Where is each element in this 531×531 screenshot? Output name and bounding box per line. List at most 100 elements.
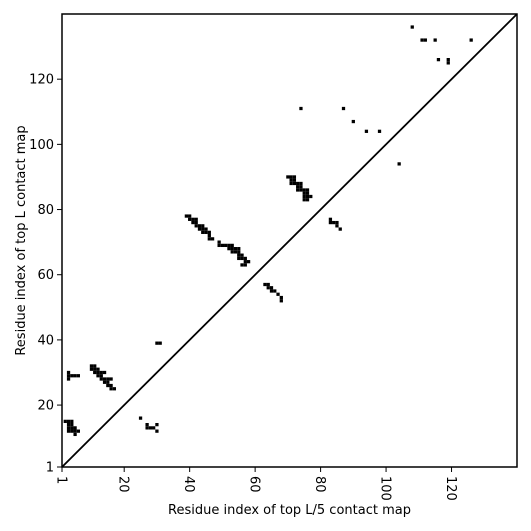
contact-cell xyxy=(66,370,71,375)
contact-cell xyxy=(243,260,247,264)
contact-cell xyxy=(89,367,94,371)
contact-cell xyxy=(201,230,205,234)
contact-cell xyxy=(217,243,221,248)
contact-cell xyxy=(292,178,297,182)
contact-cell xyxy=(269,286,274,290)
contact-cell xyxy=(138,416,143,420)
contact-cell xyxy=(210,237,215,241)
contact-cell xyxy=(302,191,306,195)
x-tick-label: 1 xyxy=(54,476,69,484)
contact-cell xyxy=(102,380,107,384)
contact-cell xyxy=(302,198,306,202)
y-tick-label: 20 xyxy=(37,399,54,414)
contact-cell xyxy=(102,370,107,375)
contact-cell xyxy=(364,129,369,133)
contacts-layer xyxy=(63,25,473,437)
contact-cell xyxy=(76,374,80,378)
contact-cell xyxy=(155,429,159,433)
contact-cell xyxy=(420,38,424,42)
contact-cell xyxy=(73,374,77,378)
contact-cell xyxy=(269,289,274,293)
contact-cell xyxy=(302,188,306,192)
contact-cell xyxy=(73,426,77,430)
contact-cell xyxy=(436,58,441,62)
contact-cell xyxy=(230,250,234,254)
contact-cell xyxy=(217,240,221,244)
contact-cell xyxy=(70,426,74,430)
contact-cell xyxy=(194,217,198,221)
contact-cell xyxy=(188,214,192,218)
contact-cell xyxy=(296,185,300,189)
contact-cell xyxy=(207,230,211,234)
contact-cell xyxy=(243,263,247,267)
contact-cell xyxy=(305,191,310,195)
plot-area xyxy=(61,13,518,468)
contact-cell xyxy=(89,364,94,368)
contact-cell xyxy=(155,423,159,427)
contact-cell xyxy=(70,423,74,427)
contact-cell xyxy=(237,253,241,257)
contact-cell xyxy=(158,341,162,345)
contact-cell xyxy=(263,282,267,287)
contact-cell xyxy=(289,175,293,179)
y-tick-label: 80 xyxy=(37,203,54,218)
y-axis-label: Residue index of top L contact map xyxy=(14,125,29,355)
contact-cell xyxy=(233,247,238,251)
contact-cell xyxy=(397,162,401,166)
contact-cell xyxy=(279,295,283,300)
contact-cell xyxy=(296,181,300,186)
x-axis-ticks: 1 20 40 60 80 100 120 xyxy=(54,467,458,501)
contact-cell xyxy=(240,263,244,267)
contact-cell xyxy=(197,224,202,228)
contact-cell xyxy=(240,253,244,257)
contact-cell xyxy=(194,224,198,228)
contact-cell xyxy=(106,383,110,388)
contact-cell xyxy=(66,423,71,427)
contact-cell xyxy=(70,374,74,378)
contact-cell xyxy=(93,370,97,375)
contact-cell xyxy=(70,429,74,433)
contact-cell xyxy=(305,198,310,202)
contact-cell xyxy=(96,370,100,375)
contact-cell xyxy=(237,256,241,261)
contact-cell xyxy=(93,364,97,368)
contact-cell xyxy=(266,282,270,287)
y-tick-label: 1 xyxy=(46,461,54,476)
contact-cell xyxy=(299,188,303,192)
contact-cell xyxy=(112,387,117,391)
contact-cell xyxy=(152,426,156,430)
contact-cell xyxy=(227,247,231,251)
contact-cell xyxy=(96,374,100,378)
contact-cell xyxy=(230,243,234,248)
contact-cell xyxy=(446,61,450,65)
contact-cell xyxy=(227,243,231,248)
contact-cell xyxy=(102,377,107,381)
contact-cell xyxy=(194,220,198,225)
contact-cell xyxy=(204,230,208,234)
contact-cell xyxy=(201,224,205,228)
contact-cell xyxy=(246,260,251,264)
contact-cell xyxy=(233,250,238,254)
contact-cell xyxy=(66,419,71,423)
contact-cell xyxy=(309,194,313,199)
contact-cell xyxy=(328,217,333,221)
contact-cell xyxy=(155,341,159,345)
contact-cell xyxy=(289,181,293,186)
contact-cell xyxy=(191,217,195,221)
contact-cell xyxy=(332,220,336,225)
contact-cell xyxy=(66,426,71,430)
x-tick-label: 100 xyxy=(378,476,393,501)
contact-cell xyxy=(106,377,110,381)
contact-cell xyxy=(188,217,192,221)
contact-cell xyxy=(377,129,382,133)
contact-cell xyxy=(106,380,110,384)
contact-cell xyxy=(292,181,297,186)
contact-cell xyxy=(296,188,300,192)
contact-cell xyxy=(266,286,270,290)
contact-cell xyxy=(302,194,306,199)
contact-cell xyxy=(305,194,310,199)
contact-cell xyxy=(207,233,211,238)
contact-cell xyxy=(96,367,100,371)
